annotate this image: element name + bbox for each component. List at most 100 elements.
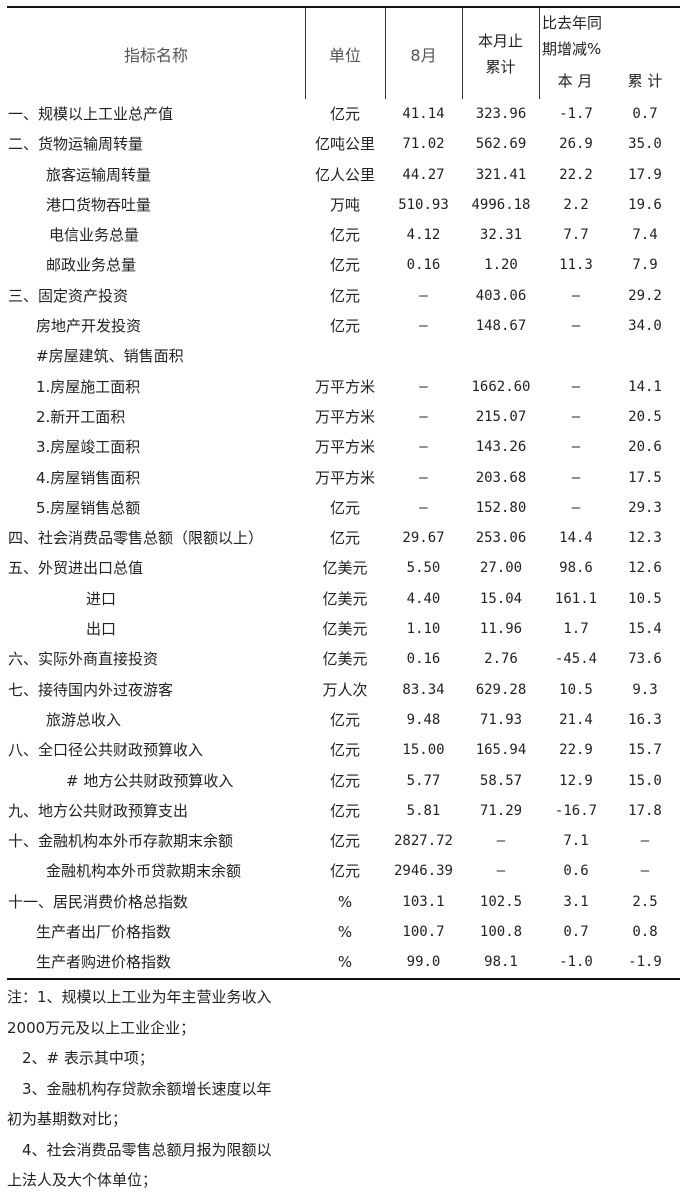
month-value: 0.16 (406, 651, 441, 668)
yoy-cumulative: 17.5 (628, 469, 662, 486)
indicator-name: 港口货物吞吐量 (46, 195, 152, 214)
cumulative-value: 1662.60 (471, 378, 531, 395)
table-row: 4.房屋销售面积 万平方米 — 203.68 — 17.5 (7, 463, 680, 493)
indicator-name: 生产者购进价格指数 (36, 953, 172, 972)
indicator-name: 一、规模以上工业总产值 (8, 105, 174, 123)
yoy-cumulative: 10.5 (628, 590, 662, 607)
indicator-name: 金融机构本外币贷款期末余额 (46, 862, 242, 881)
month-value: 71.02 (402, 136, 445, 153)
indicator-name: 房地产开发投资 (36, 317, 142, 336)
yoy-month: 10.5 (559, 681, 593, 698)
unit: 万平方米 (314, 438, 375, 457)
yoy-cumulative: — (640, 863, 650, 880)
yoy-month: -45.4 (554, 651, 598, 668)
unit: 亿元 (329, 862, 360, 881)
yoy-cumulative: 20.6 (628, 439, 662, 456)
note-line: 4、社会消费品零售总额月报为限额以 (7, 1140, 272, 1159)
yoy-month: 0.6 (563, 863, 589, 880)
unit: 亿吨公里 (314, 135, 375, 154)
unit: % (337, 923, 353, 942)
table-row: 生产者购进价格指数% 99.0 98.1 -1.0 -1.9 (7, 947, 680, 977)
unit: 亿元 (329, 226, 360, 245)
indicator-name: # 地方公共财政预算收入 (66, 771, 234, 790)
cumulative-value: 253.06 (475, 530, 527, 547)
indicator-name: 1.房屋施工面积 (36, 377, 141, 396)
yoy-month: 3.1 (563, 893, 589, 910)
yoy-month: 7.7 (563, 227, 589, 244)
indicator-name: 四、社会消费品零售总额（限额以上） (8, 529, 264, 548)
yoy-month: 22.9 (559, 742, 593, 759)
table-row: 旅客运输周转量 亿人公里 44.27 321.41 22.2 17.9 (7, 160, 680, 190)
table-row: 3.房屋竣工面积 万平方米 — 143.26 — 20.6 (7, 432, 680, 462)
month-value: 4.12 (406, 227, 441, 244)
table-row: 五、外贸进出口总值 亿美元 5.50 27.00 98.6 12.6 (7, 553, 680, 583)
unit: 亿美元 (322, 620, 368, 639)
month-value: — (419, 287, 428, 304)
yoy-month: -16.7 (554, 802, 598, 819)
unit: 亿元 (329, 801, 360, 820)
yoy-month: 98.6 (559, 560, 593, 577)
cumulative-value: 98.1 (484, 954, 518, 971)
header-cumulative: 本月止累计 (462, 8, 540, 99)
cumulative-value: — (496, 833, 506, 850)
cumulative-value: 100.8 (479, 924, 523, 941)
cumulative-value: 152.80 (475, 499, 527, 516)
indicator-name: 十一、居民消费价格总指数 (8, 892, 189, 911)
yoy-month: 22.2 (559, 166, 593, 183)
month-value: 1.10 (406, 621, 441, 638)
yoy-cumulative: 73.6 (628, 651, 662, 668)
cumulative-value: 71.93 (479, 711, 523, 728)
yoy-month: 11.3 (559, 257, 593, 274)
table-row: 房地产开发投资 亿元 — 148.67 — 34.0 (7, 311, 680, 341)
cumulative-value: 32.31 (479, 227, 523, 244)
yoy-month: — (571, 439, 581, 456)
month-value: 15.00 (402, 742, 445, 759)
yoy-cumulative: 15.4 (628, 621, 662, 638)
table-row: 2.新开工面积 万平方米 — 215.07 — 20.5 (7, 402, 680, 432)
month-value: — (419, 408, 428, 425)
table-row: 金融机构本外币贷款期末余额 亿元 2946.39 — 0.6 — (7, 856, 680, 886)
table-row: 九、地方公共财政预算支出 亿元 5.81 71.29 -16.7 17.8 (7, 796, 680, 826)
header-month: 8月 (385, 8, 463, 99)
cumulative-value: 71.29 (479, 802, 523, 819)
indicator-name: 七、接待国内外过夜游客 (8, 680, 174, 699)
month-value: 103.1 (402, 893, 445, 910)
indicator-name: 二、货物运输周转量 (8, 135, 144, 154)
month-value: 41.14 (402, 106, 445, 122)
cumulative-value: 165.94 (475, 742, 527, 759)
yoy-month: — (571, 287, 581, 304)
month-value: 44.27 (402, 166, 445, 183)
indicator-name: 2.新开工面积 (36, 407, 126, 426)
month-value: — (419, 378, 428, 395)
cumulative-value: 27.00 (479, 560, 523, 577)
note-line: 3、金融机构存贷款余额增长速度以年 (7, 1079, 272, 1098)
cumulative-value: 4996.18 (471, 196, 531, 213)
cumulative-value: 11.96 (479, 621, 523, 638)
cumulative-value: 323.96 (475, 106, 527, 122)
indicator-name: 生产者出厂价格指数 (36, 923, 172, 942)
cumulative-value: 58.57 (479, 772, 523, 789)
yoy-cumulative: 12.6 (628, 560, 662, 577)
yoy-month: 14.4 (559, 530, 593, 547)
unit: 亿元 (329, 256, 360, 275)
cumulative-value: 148.67 (475, 318, 527, 335)
indicator-name: 4.房屋销售面积 (36, 468, 141, 487)
header-yoy: 比去年同期增减% 本 月 累 计 (540, 8, 680, 99)
indicator-name: #房屋建筑、销售面积 (36, 347, 184, 366)
yoy-cumulative: -1.9 (628, 954, 662, 971)
month-value: — (419, 318, 428, 335)
table-row: 三、固定资产投资 亿元 — 403.06 — 29.2 (7, 281, 680, 311)
yoy-cumulative: 20.5 (628, 408, 662, 425)
unit: 亿元 (329, 317, 360, 336)
unit: 亿元 (329, 105, 360, 123)
unit: 亿元 (329, 286, 360, 305)
yoy-month: — (571, 469, 581, 486)
cumulative-value: 203.68 (475, 469, 527, 486)
month-value: 4.40 (406, 590, 441, 607)
table-row: 二、货物运输周转量 亿吨公里 71.02 562.69 26.9 35.0 (7, 129, 680, 159)
table-body: 一、规模以上工业总产值 亿元 41.14 323.96 -1.7 0.7 二、货物运输周转量… (7, 99, 680, 978)
yoy-cumulative: 35.0 (628, 136, 662, 153)
table-row: 十一、居民消费价格总指数% 103.1 102.5 3.1 2.5 (7, 887, 680, 917)
unit: 亿美元 (322, 589, 368, 608)
yoy-cumulative: 34.0 (628, 318, 662, 335)
